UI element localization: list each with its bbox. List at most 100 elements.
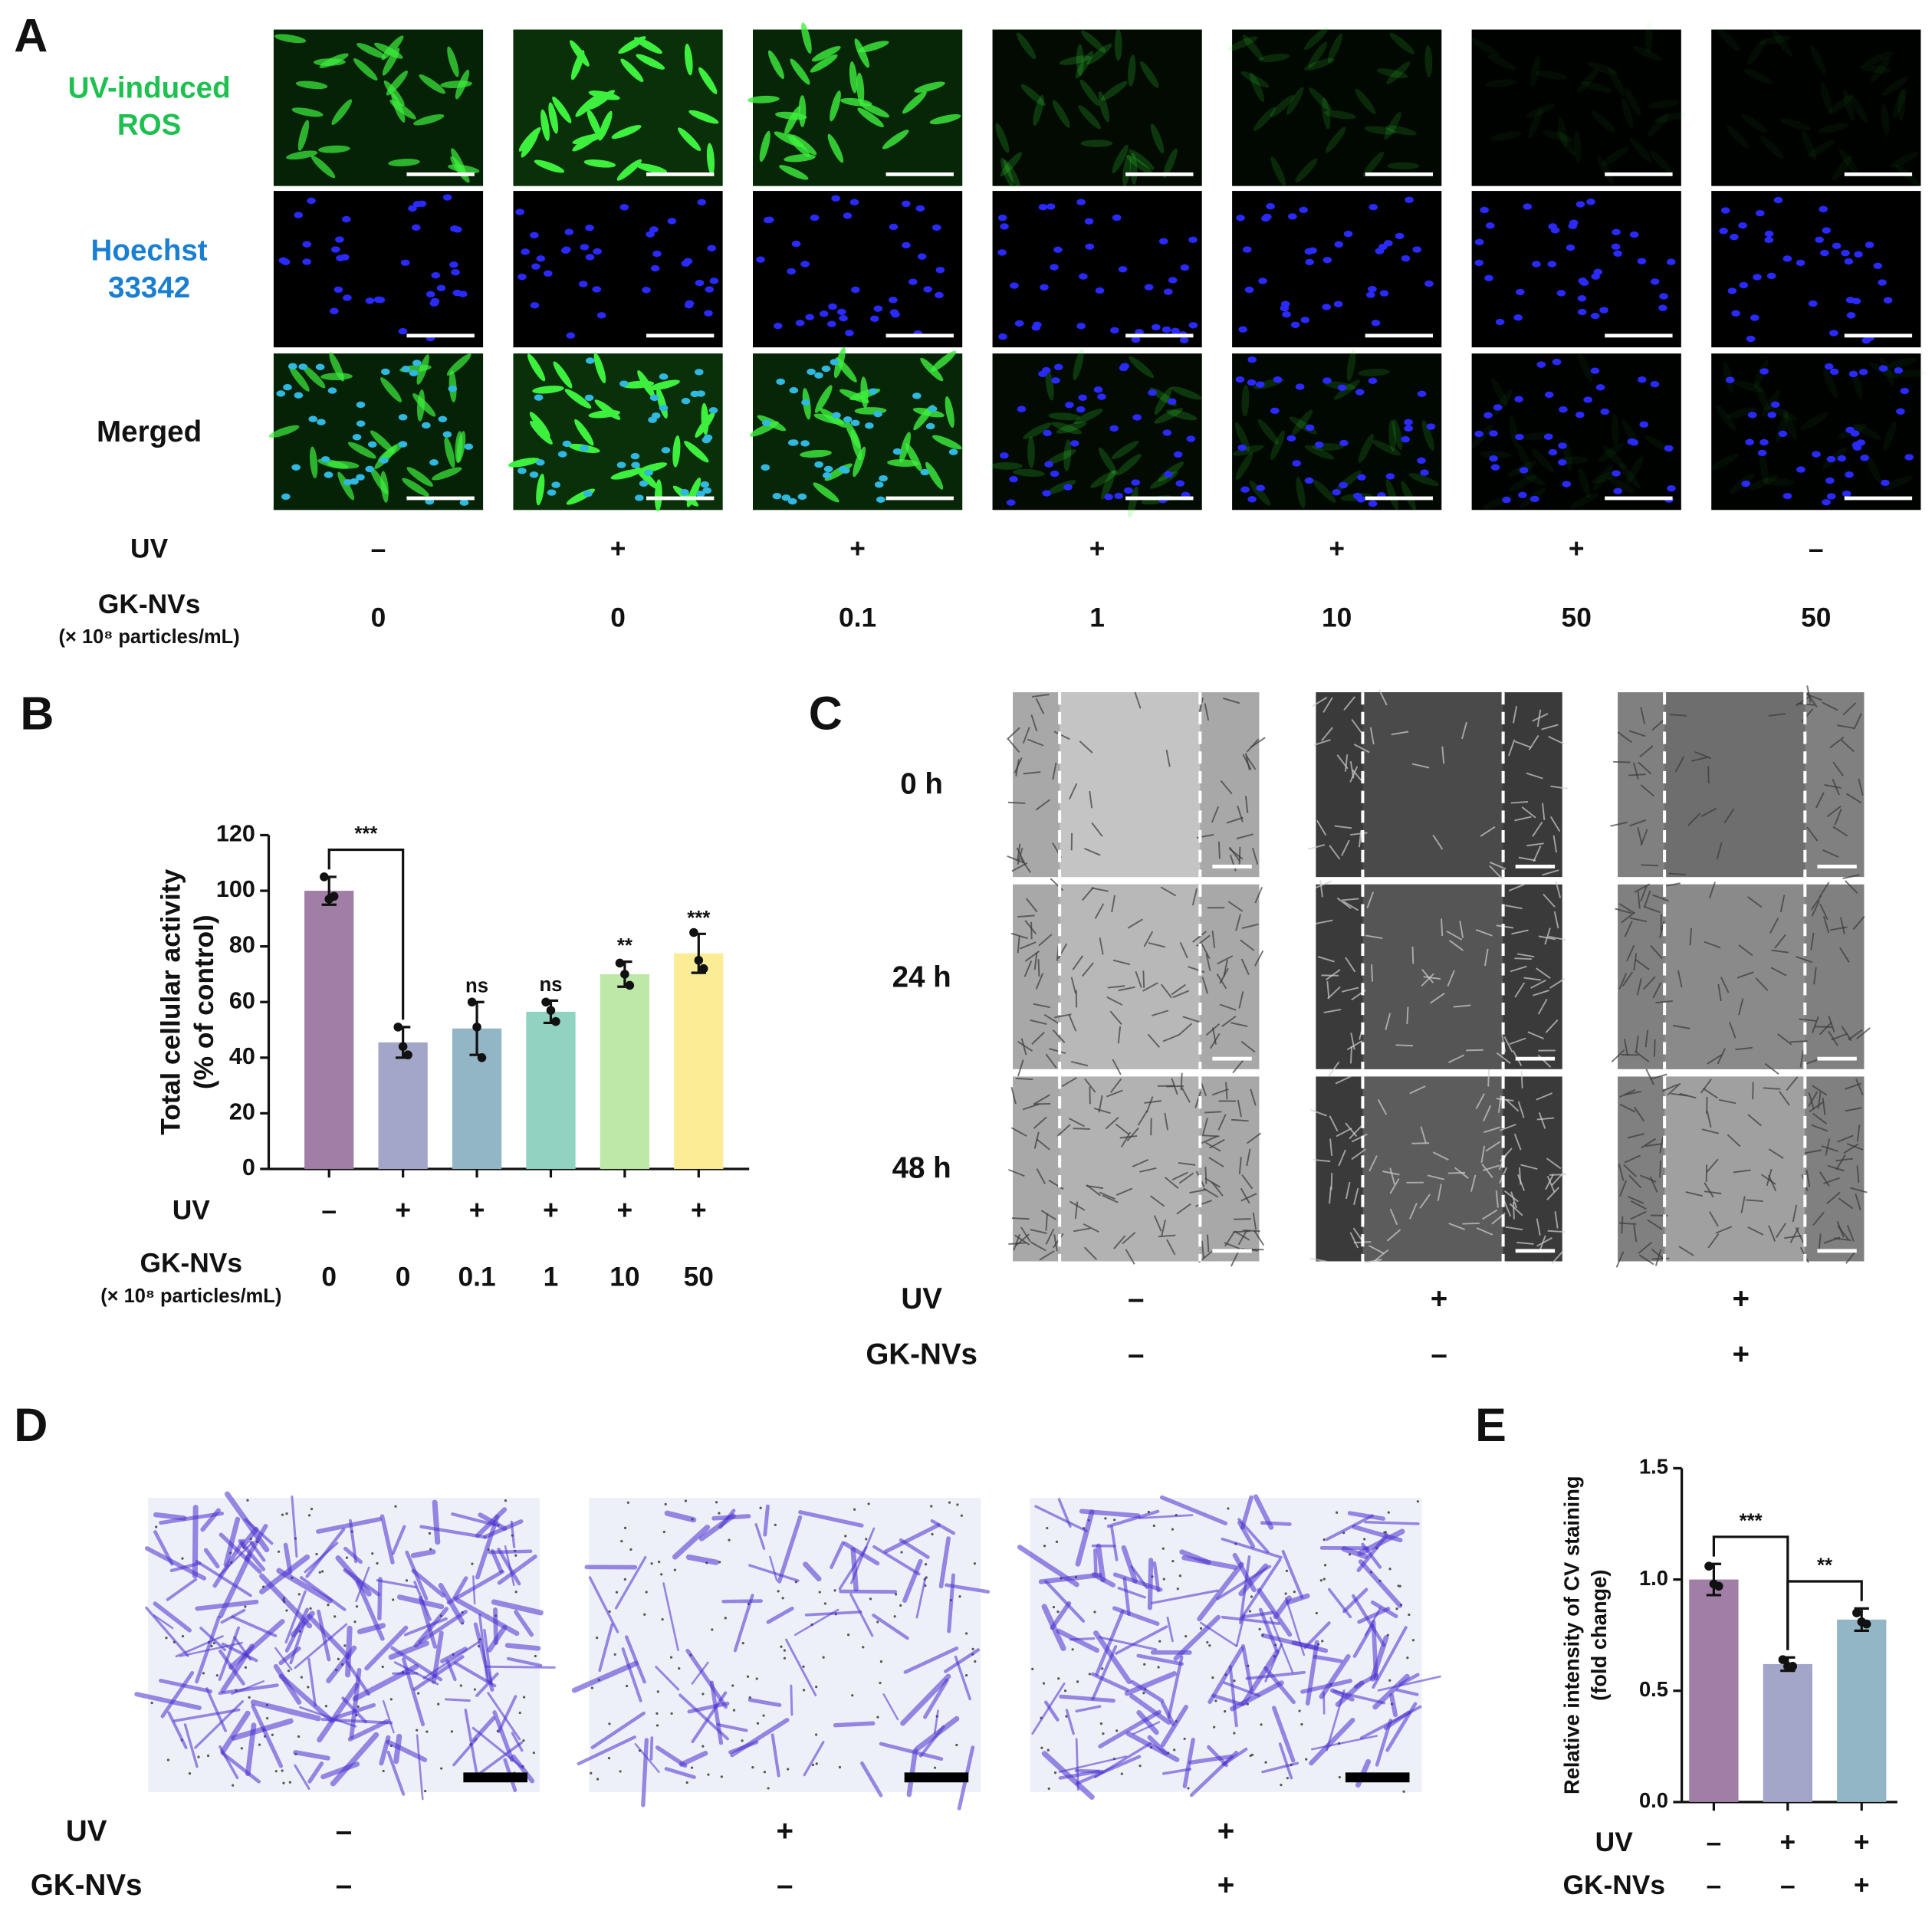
nucleus — [1097, 393, 1106, 400]
cell — [903, 1647, 959, 1674]
cell — [1017, 1059, 1024, 1077]
cell — [1189, 1189, 1207, 1193]
nucleus — [1845, 471, 1854, 478]
cell — [438, 1583, 465, 1624]
cell — [759, 130, 770, 163]
nucleus — [909, 278, 918, 285]
cell — [1769, 918, 1779, 934]
nucleus — [283, 384, 292, 391]
scale-bar — [1212, 1249, 1252, 1253]
nucleus — [557, 451, 567, 458]
cell — [228, 1619, 285, 1670]
scale-bar — [1125, 496, 1194, 501]
cell — [594, 399, 621, 420]
cell — [1617, 731, 1632, 744]
nucleus — [1000, 452, 1009, 459]
cell — [1150, 123, 1165, 154]
cell — [231, 1615, 278, 1637]
pore — [1071, 1648, 1074, 1651]
cell — [307, 1657, 317, 1707]
pore — [846, 1633, 850, 1637]
nucleus — [1368, 377, 1378, 384]
pore — [1233, 1679, 1236, 1683]
cell — [1740, 1196, 1746, 1213]
cell — [621, 1647, 642, 1702]
cell — [1536, 1092, 1552, 1101]
cell — [1655, 1000, 1673, 1004]
cell — [1725, 406, 1757, 419]
nucleus — [997, 214, 1007, 222]
cell — [1441, 918, 1444, 937]
pore — [656, 1690, 659, 1693]
nucleus — [1355, 389, 1365, 396]
nucleus — [700, 481, 710, 488]
cell — [1144, 1100, 1162, 1104]
nucleus — [1046, 203, 1056, 210]
pore — [522, 1696, 526, 1699]
cell — [1633, 762, 1639, 780]
pore — [746, 1675, 750, 1678]
pore — [1284, 1592, 1287, 1595]
cell — [1231, 1118, 1249, 1122]
cell — [1102, 1194, 1119, 1203]
wound-area — [1664, 692, 1806, 878]
nucleus — [891, 311, 900, 318]
cell — [1826, 1191, 1841, 1204]
pore — [1395, 1607, 1398, 1610]
cell — [641, 1738, 649, 1807]
pore — [459, 1684, 462, 1687]
cell — [616, 159, 642, 181]
y-tick-label: 60 — [229, 987, 255, 1013]
cell — [1072, 955, 1084, 970]
nucleus — [356, 420, 366, 427]
cell — [1270, 94, 1294, 118]
cell — [1227, 36, 1258, 51]
pore — [1031, 1667, 1034, 1671]
cell — [1292, 409, 1313, 435]
cell — [1755, 977, 1769, 991]
nucleus — [1043, 429, 1052, 437]
nucleus — [814, 461, 823, 468]
cell — [1837, 724, 1855, 729]
cell — [1630, 1210, 1647, 1220]
cell — [534, 159, 565, 173]
cell — [1727, 1134, 1741, 1148]
micrograph — [1471, 191, 1681, 348]
cell — [1044, 1580, 1086, 1623]
pore — [1233, 1732, 1236, 1735]
pore — [1162, 1547, 1165, 1550]
cell — [1618, 1180, 1628, 1197]
nucleus — [1124, 487, 1133, 494]
cell — [1203, 1187, 1219, 1198]
cell — [1615, 1251, 1625, 1268]
pore — [678, 1666, 681, 1670]
pore — [780, 1645, 783, 1648]
nucleus — [649, 226, 659, 233]
cell — [219, 1541, 255, 1577]
cell — [1526, 772, 1543, 780]
nucleus — [865, 422, 874, 429]
cell — [343, 1568, 381, 1597]
cell — [1151, 1589, 1219, 1604]
condition-value: – — [336, 1869, 352, 1902]
nucleus — [518, 468, 527, 474]
cell — [1204, 1111, 1222, 1114]
nucleus — [781, 494, 791, 501]
cell — [991, 462, 1024, 470]
cell — [945, 396, 955, 428]
nucleus — [452, 289, 462, 297]
cell — [849, 61, 858, 94]
cell — [347, 442, 376, 459]
nucleus — [1175, 480, 1185, 487]
nucleus — [1595, 384, 1605, 391]
pore — [437, 1702, 440, 1706]
cell — [1048, 412, 1081, 421]
pore — [355, 1605, 359, 1608]
panel-letter: C — [809, 687, 843, 739]
nucleus — [317, 419, 326, 425]
pore — [787, 1768, 790, 1771]
nucleus — [1745, 438, 1754, 445]
cell — [1558, 117, 1568, 149]
nucleus — [1650, 381, 1660, 388]
cell — [1106, 996, 1123, 1006]
